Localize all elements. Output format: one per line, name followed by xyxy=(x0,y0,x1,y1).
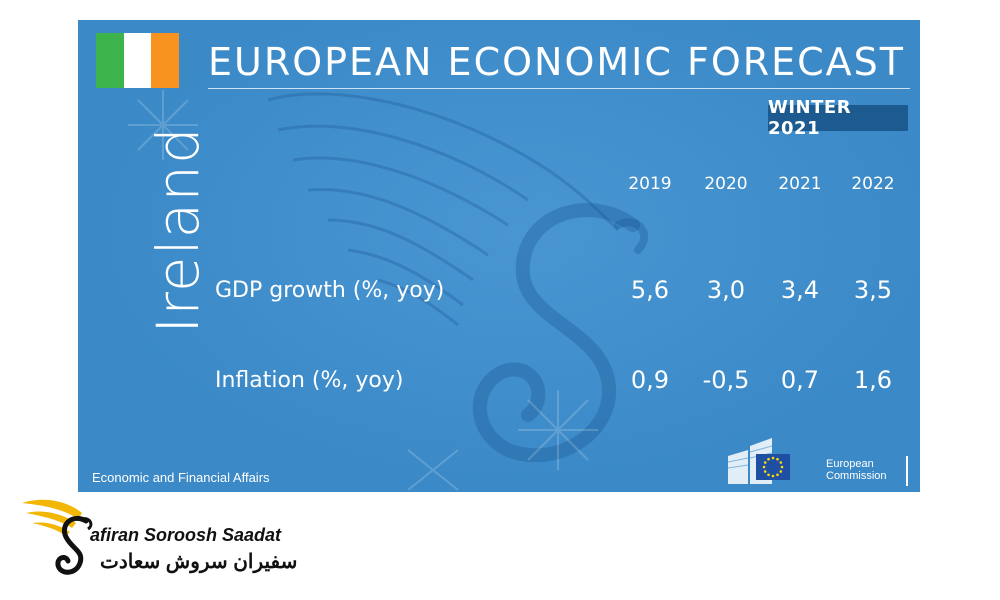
edition-badge: WINTER 2021 xyxy=(768,97,908,139)
page-title: EUROPEAN ECONOMIC FORECAST xyxy=(208,40,905,84)
wing-s-logo-icon xyxy=(22,499,93,575)
inflation-value: 1,6 xyxy=(853,366,893,394)
eu-flag-icon xyxy=(756,454,790,480)
gdp-value: 3,0 xyxy=(706,276,746,304)
logo-divider xyxy=(906,456,908,486)
year-header: 2019 xyxy=(628,174,672,194)
ireland-flag-icon xyxy=(96,33,180,88)
commission-name-line1: European xyxy=(826,458,874,470)
gdp-row-label: GDP growth (%, yoy) xyxy=(215,278,445,303)
forecast-card: EUROPEAN ECONOMIC FORECAST WINTER 2021 I… xyxy=(78,20,920,492)
year-header: 2020 xyxy=(704,174,748,194)
commission-name-line2: Commission xyxy=(826,470,887,482)
inflation-row-label: Inflation (%, yoy) xyxy=(215,368,404,393)
title-divider xyxy=(208,88,910,89)
card-shading xyxy=(78,20,920,492)
country-name: Ireland xyxy=(144,126,212,334)
swan-watermark-icon xyxy=(128,90,648,491)
gdp-value: 3,5 xyxy=(853,276,893,304)
year-header: 2021 xyxy=(778,174,822,194)
inflation-value: 0,7 xyxy=(780,366,820,394)
department-label: Economic and Financial Affairs xyxy=(92,470,270,485)
year-header: 2022 xyxy=(851,174,895,194)
inflation-value: 0,9 xyxy=(630,366,670,394)
brand-name-latin: afiran Soroosh Saadat xyxy=(90,525,282,545)
commission-name: European Commission xyxy=(826,458,887,482)
brand-logo: afiran Soroosh Saadat سفیران سروش سعادت xyxy=(20,495,300,585)
inflation-value: -0,5 xyxy=(702,366,750,394)
brand-name-persian: سفیران سروش سعادت xyxy=(100,551,298,573)
gdp-value: 5,6 xyxy=(630,276,670,304)
gdp-value: 3,4 xyxy=(780,276,820,304)
european-commission-logo: European Commission xyxy=(728,436,918,486)
